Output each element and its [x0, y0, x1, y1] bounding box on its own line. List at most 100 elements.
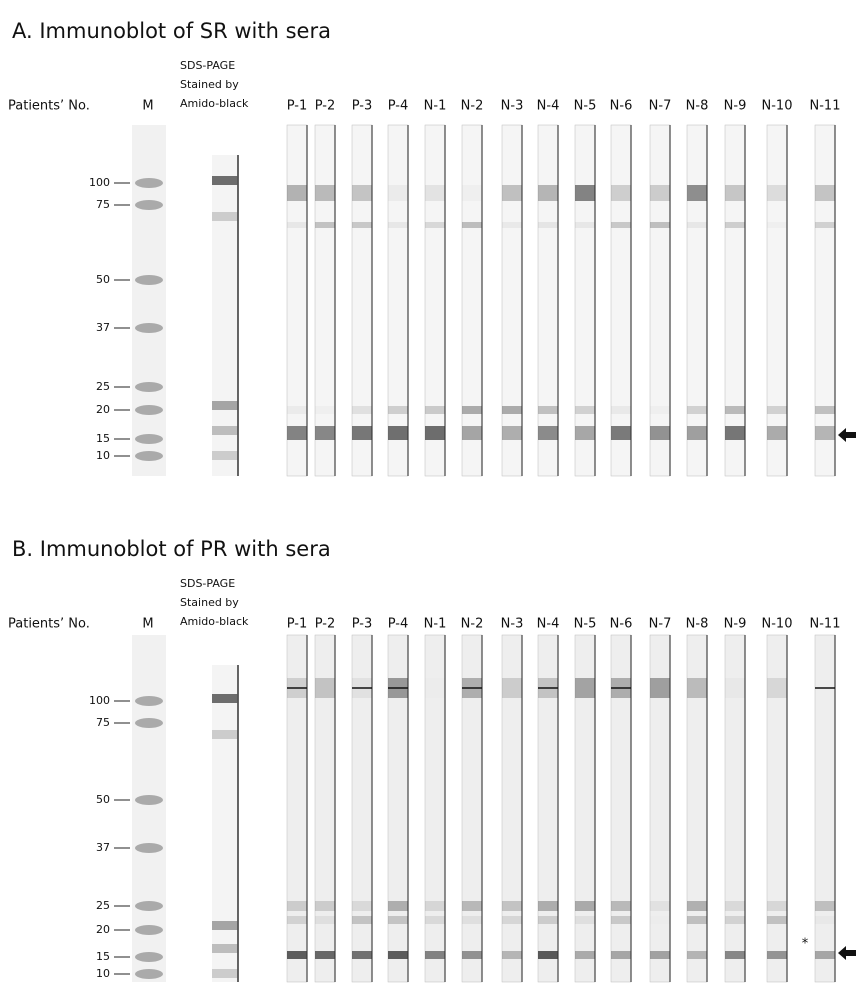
strip-band — [725, 426, 745, 440]
strip-band — [725, 222, 745, 228]
stain-label: Stained by — [180, 78, 239, 91]
strip-band — [315, 916, 335, 924]
marker-band — [135, 952, 163, 962]
strip-band — [388, 916, 408, 924]
sds-band — [212, 212, 238, 221]
lane-label: P-4 — [388, 617, 409, 632]
strip-band — [315, 951, 335, 959]
marker-size: 25 — [96, 380, 110, 393]
sds-band — [212, 921, 238, 930]
strip-band — [725, 678, 745, 698]
strip-band — [650, 901, 670, 911]
arrow — [838, 428, 856, 442]
figure: A. Immunoblot of SR with seraPatients’ N… — [0, 0, 856, 985]
lane-label: P-2 — [315, 99, 336, 114]
strip-band — [650, 185, 670, 201]
strip-band — [352, 406, 372, 414]
lane-label: N-6 — [610, 617, 633, 632]
strip-band — [687, 916, 707, 924]
strip-band — [462, 426, 482, 440]
strip-band — [538, 916, 558, 924]
strip-band — [388, 901, 408, 911]
lane-label: N-11 — [810, 99, 841, 114]
strip-band — [767, 678, 787, 698]
panel-title: B. Immunoblot of PR with sera — [12, 537, 331, 561]
marker-band — [135, 434, 163, 444]
sds-band — [212, 176, 238, 185]
strip-band — [725, 916, 745, 924]
strip-band — [767, 426, 787, 440]
strip-band — [315, 678, 335, 698]
marker-size: 10 — [96, 449, 110, 462]
strip-band — [538, 426, 558, 440]
strip-band — [388, 222, 408, 228]
marker-size: 75 — [96, 716, 110, 729]
strip-band — [502, 901, 522, 911]
marker-size: 37 — [96, 841, 110, 854]
strip-band — [538, 901, 558, 911]
marker-band — [135, 969, 163, 979]
strip-band — [650, 406, 670, 414]
strip-band — [725, 951, 745, 959]
strip-band — [687, 678, 707, 698]
strip-band — [575, 426, 595, 440]
strip-band — [502, 406, 522, 414]
marker-label: M — [142, 617, 153, 632]
annotation: * — [802, 937, 809, 952]
marker-size: 15 — [96, 432, 110, 445]
strip — [538, 125, 558, 476]
stain-label: Stained by — [180, 596, 239, 609]
lane-label: N-10 — [762, 617, 793, 632]
stain-label: Amido-black — [180, 615, 249, 628]
strip-band — [388, 426, 408, 440]
strip-band — [538, 951, 558, 959]
strip-band — [687, 222, 707, 228]
strip-band — [287, 185, 307, 201]
strip-band — [462, 901, 482, 911]
lane-label: P-1 — [287, 617, 308, 632]
strip-band — [315, 222, 335, 228]
strip-band — [352, 951, 372, 959]
strip-band — [815, 951, 835, 959]
marker-band — [135, 696, 163, 706]
lane-label: N-2 — [461, 99, 484, 114]
strip-band — [767, 916, 787, 924]
strip-band — [575, 951, 595, 959]
strip-band — [425, 426, 445, 440]
marker-size: 50 — [96, 273, 110, 286]
arrow — [838, 946, 856, 960]
lane-label: N-7 — [649, 617, 672, 632]
strip-band — [767, 222, 787, 228]
marker-size: 50 — [96, 793, 110, 806]
sds-band — [212, 944, 238, 953]
strip — [388, 125, 408, 476]
strip-band — [815, 185, 835, 201]
strip — [725, 125, 745, 476]
marker-size: 75 — [96, 198, 110, 211]
lane-label: N-8 — [686, 617, 709, 632]
strip-band — [315, 901, 335, 911]
marker-size: 100 — [89, 176, 110, 189]
marker-label: M — [142, 99, 153, 114]
marker-size: 37 — [96, 321, 110, 334]
strip-band — [287, 426, 307, 440]
strip-band — [502, 678, 522, 698]
strip-band — [575, 222, 595, 228]
strip — [611, 125, 631, 476]
strip-band — [725, 406, 745, 414]
lane-label: N-11 — [810, 617, 841, 632]
lane-label: P-1 — [287, 99, 308, 114]
strip-band — [611, 222, 631, 228]
strip — [502, 125, 522, 476]
lane-label: N-4 — [537, 99, 560, 114]
marker-band — [135, 382, 163, 392]
row-label: Patients’ No. — [8, 99, 90, 114]
strip-band — [575, 406, 595, 414]
lane-label: N-6 — [610, 99, 633, 114]
lane-label: N-5 — [574, 99, 597, 114]
strip — [575, 125, 595, 476]
strip-band — [611, 901, 631, 911]
strip-band — [352, 426, 372, 440]
strip-band — [462, 406, 482, 414]
strip-band — [425, 901, 445, 911]
